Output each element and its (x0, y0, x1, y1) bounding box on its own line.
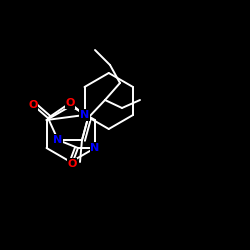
Text: N: N (90, 143, 100, 153)
Text: O: O (28, 100, 38, 110)
Text: O: O (67, 159, 77, 169)
Text: N: N (54, 135, 62, 145)
Text: O: O (65, 98, 75, 108)
Text: N: N (80, 110, 89, 120)
